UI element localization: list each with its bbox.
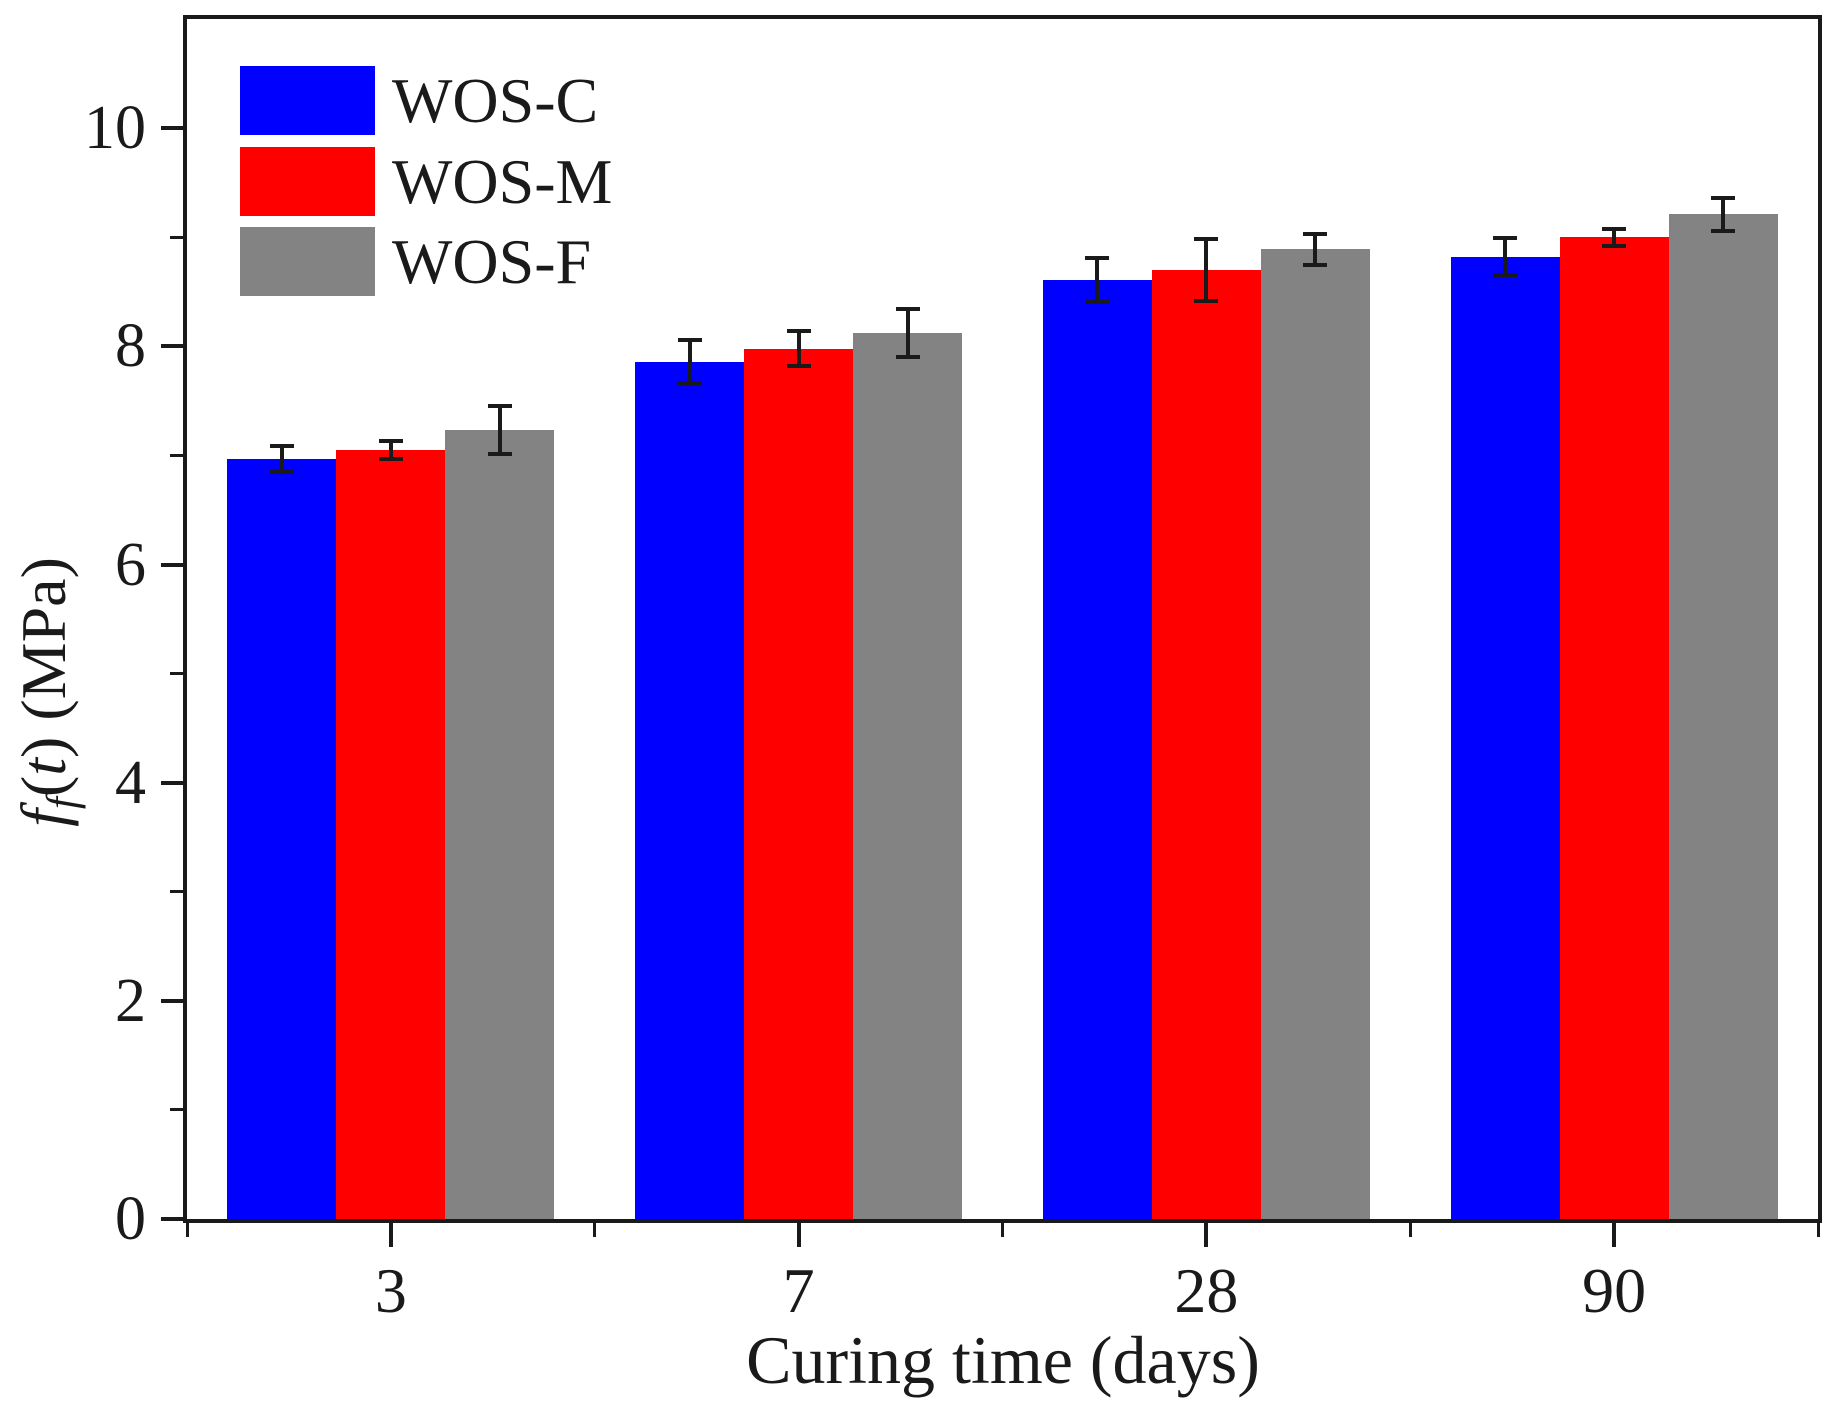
error-bar-cap [1194,298,1219,303]
y-tick-label: 2 [115,966,146,1035]
x-major-tick [388,1223,393,1247]
x-minor-tick [185,1223,189,1237]
error-bar-cap [487,404,512,409]
y-axis-title-segment: ( [8,775,80,798]
error-bar-cap [677,337,702,342]
error-bar-cap [895,307,920,312]
x-minor-tick [1816,1223,1820,1237]
error-bar-line [1095,257,1100,302]
error-bar-line [1204,239,1209,301]
legend-label-wos-m: WOS-M [392,145,613,217]
bar-wos-f-28d [1260,249,1370,1219]
bar-wos-c-7d [635,361,745,1219]
bar-wos-m-28d [1151,269,1261,1219]
plot-area [183,15,1822,1223]
y-minor-tick [170,235,183,239]
y-major-tick [161,344,183,349]
error-bar-cap [487,452,512,457]
error-bar-line [796,331,801,366]
y-tick-label: 10 [84,94,146,163]
plot-inner [187,19,1818,1219]
error-bar-cap [1711,195,1736,200]
error-bar-cap [1602,243,1627,248]
y-tick-label: 4 [115,748,146,817]
bar-wos-c-28d [1042,279,1152,1219]
error-bar-cap [1194,237,1219,242]
bar-wos-m-3d [336,449,446,1219]
bar-wos-m-90d [1559,237,1669,1219]
y-minor-tick [170,890,183,894]
error-bar-cap [1711,228,1736,233]
bar-wos-f-3d [445,430,555,1219]
legend-row-wos-c: WOS-C [240,66,660,135]
error-bar-cap [1303,262,1328,267]
error-bar-cap [1085,255,1110,260]
error-bar-line [1612,228,1617,246]
bar-wos-f-7d [853,333,963,1219]
y-major-tick [161,562,183,567]
y-minor-tick [170,1108,183,1112]
x-major-tick [796,1223,801,1247]
error-bar-cap [786,363,811,368]
x-major-tick [1612,1223,1617,1247]
legend-swatch-wos-c [240,66,375,135]
y-axis-title-segment: f [8,809,80,827]
error-bar-line [388,441,393,459]
y-minor-tick [170,453,183,457]
x-tick-label: 7 [782,1255,815,1326]
error-bar-cap [1493,236,1518,241]
y-minor-tick [170,672,183,675]
legend-swatch-wos-m [240,146,375,216]
y-axis-title-segment: t [8,757,80,776]
error-bar-cap [786,329,811,333]
y-axis-title: ff(t) (MPa) [8,557,97,827]
y-major-tick [161,1217,183,1221]
error-bar-line [497,406,502,455]
bar-wos-m-7d [744,348,854,1219]
error-bar-line [1721,197,1726,231]
legend-label-wos-f: WOS-F [392,226,592,297]
y-major-tick [161,126,183,131]
bar-wos-c-90d [1450,256,1560,1219]
y-tick-label: 6 [115,530,146,599]
x-major-tick [1204,1223,1209,1247]
y-axis-title-segment: f [37,797,86,810]
error-bar-line [687,339,692,384]
error-bar-line [1503,238,1508,276]
x-axis-title: Curing time (days) [746,1322,1260,1398]
legend-swatch-wos-f [240,227,375,296]
x-minor-tick [593,1223,597,1237]
legend-row-wos-m: WOS-M [240,145,660,217]
error-bar-cap [378,439,403,444]
y-tick-label: 0 [115,1185,146,1253]
x-tick-label: 28 [1174,1255,1239,1326]
y-major-tick [161,998,183,1003]
x-tick-label: 90 [1582,1255,1647,1326]
error-bar-cap [1602,226,1627,231]
error-bar-line [279,445,284,472]
x-minor-tick [1001,1223,1004,1237]
y-axis-title-segment: ) [8,736,80,758]
error-bar-line [905,309,910,358]
error-bar-cap [1493,273,1518,278]
error-bar-cap [269,469,294,474]
error-bar-cap [378,456,403,461]
error-bar-cap [269,443,294,448]
legend-row-wos-f: WOS-F [240,227,660,296]
error-bar-line [1313,233,1318,265]
y-major-tick [161,780,183,785]
error-bar-cap [895,355,920,360]
x-tick-label: 3 [374,1255,407,1326]
y-tick-label: 8 [115,312,146,381]
error-bar-cap [1303,231,1328,236]
legend-label-wos-c: WOS-C [392,65,599,136]
bar-wos-f-90d [1668,214,1778,1219]
x-minor-tick [1408,1223,1412,1237]
bar-wos-c-3d [227,458,337,1219]
error-bar-cap [1085,299,1110,304]
y-axis-title-segment: (MPa) [8,557,80,737]
error-bar-cap [677,381,702,386]
